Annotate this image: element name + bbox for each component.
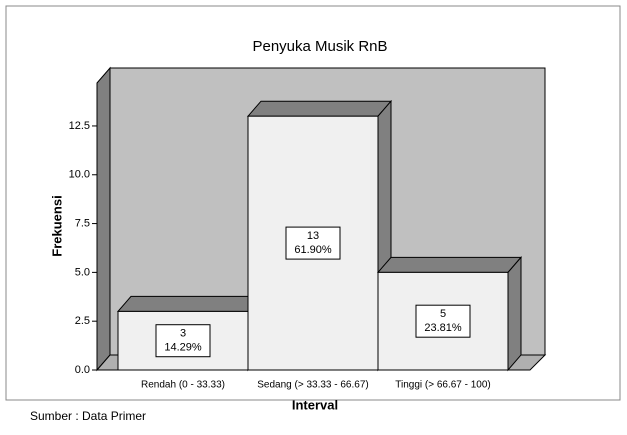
data-label-percent: 61.90% [294,244,332,256]
chart-title: Penyuka Musik RnB [252,38,387,55]
y-axis-title: Frekuensi [49,195,64,256]
data-label-count: 3 [180,328,186,340]
x-tick-label: Sedang (> 33.33 - 66.67) [257,380,368,391]
data-label-box [155,324,211,358]
y-tick-label: 2.5 [75,315,90,327]
bar-side [507,256,522,372]
x-tick-label: Tinggi (> 66.67 - 100) [395,380,491,391]
data-label-count: 5 [440,308,446,320]
data-label-box [415,304,471,338]
bar-top [116,295,263,312]
y-tick-label: 7.5 [75,217,90,229]
y-tick-label: 0.0 [75,364,90,376]
data-label-box [285,226,341,260]
bar-top [376,256,523,273]
source-note: Sumber : Data Primer [30,409,146,423]
x-axis-title: Interval [292,397,338,412]
data-label-percent: 14.29% [164,342,202,354]
y-tick-label: 10.0 [69,169,90,181]
bar-top [246,100,393,117]
x-tick-label: Rendah (0 - 33.33) [141,380,225,391]
left-wall [96,66,111,372]
y-tick-label: 5.0 [75,266,90,278]
data-label-count: 13 [307,230,319,242]
data-label-percent: 23.81% [424,322,462,334]
y-tick-label: 12.5 [69,120,90,132]
